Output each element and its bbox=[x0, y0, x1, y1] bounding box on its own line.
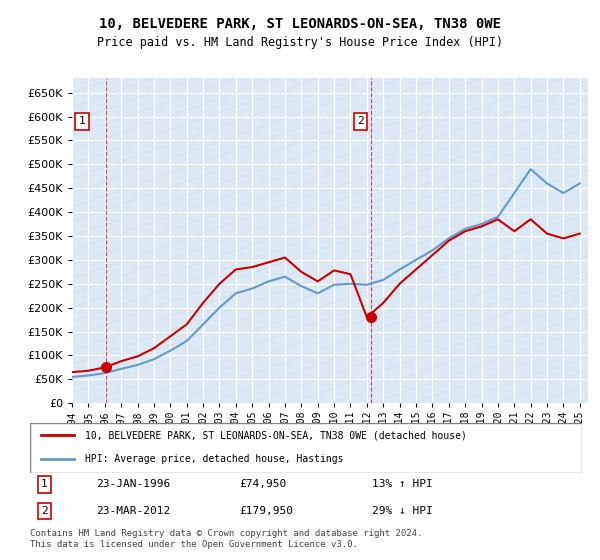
Text: 1: 1 bbox=[79, 116, 85, 127]
Text: 10, BELVEDERE PARK, ST LEONARDS-ON-SEA, TN38 0WE: 10, BELVEDERE PARK, ST LEONARDS-ON-SEA, … bbox=[99, 17, 501, 31]
Text: Price paid vs. HM Land Registry's House Price Index (HPI): Price paid vs. HM Land Registry's House … bbox=[97, 36, 503, 49]
Text: 23-JAN-1996: 23-JAN-1996 bbox=[96, 479, 170, 489]
Text: 2: 2 bbox=[41, 506, 48, 516]
Text: £179,950: £179,950 bbox=[240, 506, 294, 516]
Text: 29% ↓ HPI: 29% ↓ HPI bbox=[372, 506, 433, 516]
FancyBboxPatch shape bbox=[30, 423, 582, 473]
Text: Contains HM Land Registry data © Crown copyright and database right 2024.
This d: Contains HM Land Registry data © Crown c… bbox=[30, 529, 422, 549]
Text: 2: 2 bbox=[357, 116, 364, 127]
Text: 13% ↑ HPI: 13% ↑ HPI bbox=[372, 479, 433, 489]
Text: 10, BELVEDERE PARK, ST LEONARDS-ON-SEA, TN38 0WE (detached house): 10, BELVEDERE PARK, ST LEONARDS-ON-SEA, … bbox=[85, 431, 467, 440]
Text: 23-MAR-2012: 23-MAR-2012 bbox=[96, 506, 170, 516]
Text: HPI: Average price, detached house, Hastings: HPI: Average price, detached house, Hast… bbox=[85, 454, 344, 464]
Text: £74,950: £74,950 bbox=[240, 479, 287, 489]
Text: 1: 1 bbox=[41, 479, 48, 489]
